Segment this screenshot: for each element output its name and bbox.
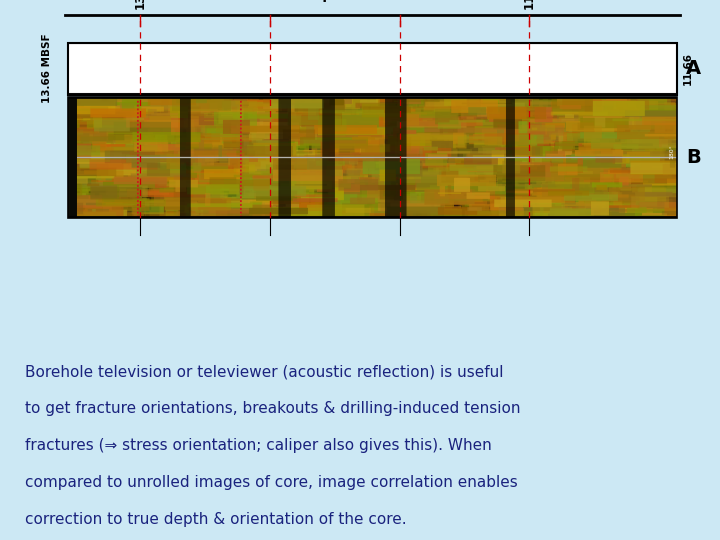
Bar [68, 43, 677, 95]
Text: to get fracture orientations, breakouts & drilling-induced tension: to get fracture orientations, breakouts … [25, 401, 521, 416]
Text: depth in MBSF: depth in MBSF [303, 0, 417, 2]
Text: Borehole television or televiewer (acoustic reflection) is useful: Borehole television or televiewer (acous… [25, 364, 504, 379]
Bar [68, 97, 677, 218]
Text: fractures (⇒ stress orientation; caliper also gives this). When: fractures (⇒ stress orientation; caliper… [25, 438, 492, 453]
Text: 180°: 180° [670, 144, 675, 159]
Text: 13.25: 13.25 [134, 0, 147, 9]
Text: compared to unrolled images of core, image correlation enables: compared to unrolled images of core, ima… [25, 475, 518, 490]
Text: 11.66: 11.66 [683, 51, 693, 85]
Text: correction to true depth & orientation of the core.: correction to true depth & orientation o… [25, 512, 407, 527]
Text: A: A [686, 59, 701, 78]
Text: 11.75: 11.75 [523, 0, 536, 9]
Text: 13.66 MBSF: 13.66 MBSF [42, 33, 52, 103]
Text: B: B [686, 148, 701, 167]
